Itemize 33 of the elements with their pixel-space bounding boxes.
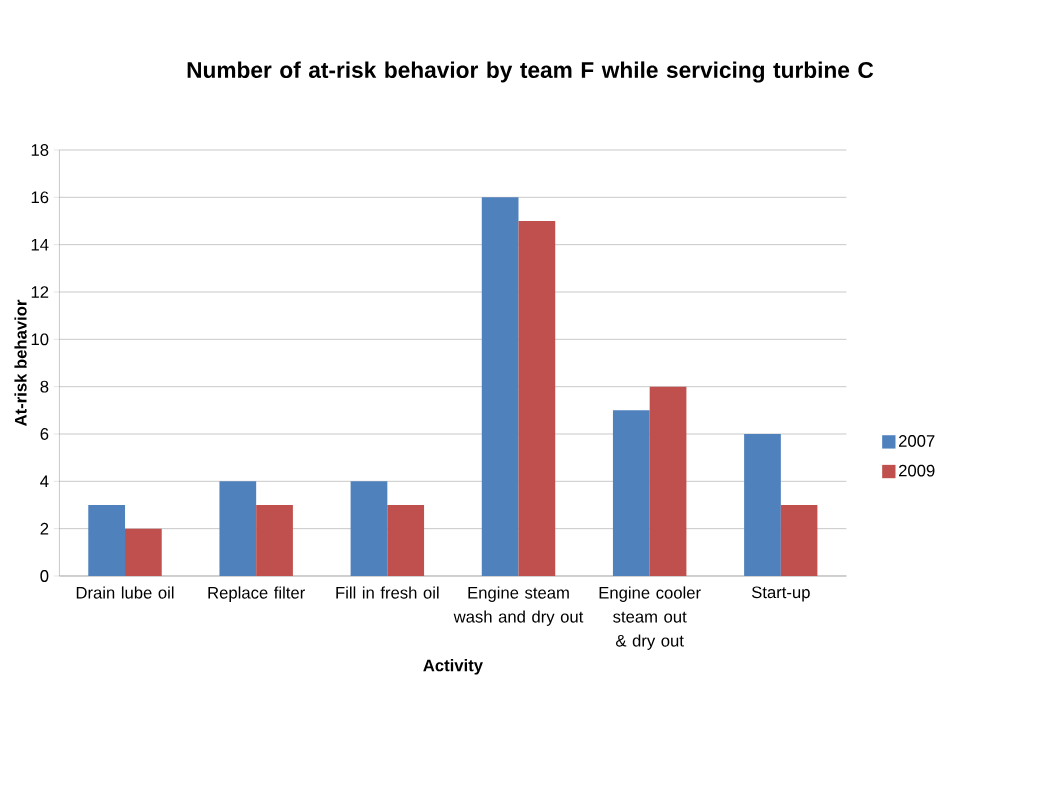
y-tick-label: 0 bbox=[40, 570, 49, 582]
bar bbox=[481, 197, 519, 576]
y-tick-label: 10 bbox=[31, 333, 49, 346]
bar bbox=[780, 504, 818, 576]
bar bbox=[649, 386, 687, 576]
bar bbox=[387, 504, 425, 576]
y-tick-label: 12 bbox=[31, 286, 49, 298]
bar bbox=[88, 504, 126, 576]
x-tick-label: Engine cooler steam out & dry out bbox=[599, 586, 701, 650]
bar bbox=[219, 481, 257, 576]
y-axis-title: At-risk behavior bbox=[14, 299, 27, 427]
bar bbox=[125, 528, 162, 576]
bar bbox=[256, 504, 293, 576]
x-axis-title: Activity bbox=[423, 659, 483, 675]
x-tick-label: Start-up bbox=[751, 586, 810, 602]
chart-title: Number of at-risk behavior by team F while servicing turbine C bbox=[187, 61, 874, 83]
x-tick-label: Engine steam wash and dry out bbox=[453, 586, 584, 626]
y-tick-label: 18 bbox=[31, 144, 49, 156]
bar bbox=[518, 220, 556, 576]
legend-label: 2007 bbox=[899, 435, 935, 447]
bar bbox=[744, 433, 781, 576]
bar bbox=[612, 410, 650, 576]
legend-label: 2009 bbox=[899, 464, 935, 477]
y-tick-label: 16 bbox=[31, 191, 49, 204]
x-tick-label: Replace filter bbox=[208, 586, 305, 602]
y-tick-label: 4 bbox=[40, 475, 49, 488]
y-tick-label: 14 bbox=[31, 238, 49, 251]
x-tick-label: Fill in fresh oil bbox=[336, 586, 439, 599]
y-tick-label: 8 bbox=[40, 380, 49, 393]
y-tick-label: 2 bbox=[40, 522, 49, 535]
bar bbox=[350, 481, 388, 576]
y-tick-label: 6 bbox=[40, 428, 49, 440]
x-tick-label: Drain lube oil bbox=[76, 586, 174, 599]
